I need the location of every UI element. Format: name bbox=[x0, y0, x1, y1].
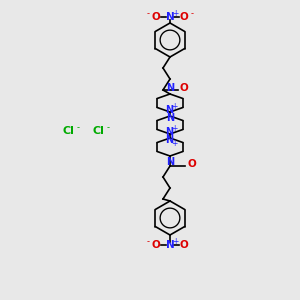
Text: N: N bbox=[166, 240, 174, 250]
Text: N: N bbox=[166, 113, 174, 123]
Text: +: + bbox=[172, 236, 178, 245]
Text: -: - bbox=[146, 238, 149, 247]
Text: O: O bbox=[180, 240, 188, 250]
Text: +: + bbox=[171, 102, 177, 111]
Text: O: O bbox=[180, 83, 189, 93]
Text: N: N bbox=[166, 83, 174, 93]
Text: O: O bbox=[180, 12, 188, 22]
Text: +: + bbox=[171, 124, 177, 133]
Text: N: N bbox=[166, 12, 174, 22]
Text: N: N bbox=[165, 105, 173, 115]
Text: N: N bbox=[166, 157, 174, 167]
Text: +: + bbox=[172, 8, 178, 17]
Text: O: O bbox=[152, 12, 160, 22]
Text: N: N bbox=[165, 135, 173, 145]
Text: O: O bbox=[152, 240, 160, 250]
Text: -: - bbox=[106, 124, 110, 133]
Text: +: + bbox=[171, 139, 177, 148]
Text: -: - bbox=[76, 124, 80, 133]
Text: O: O bbox=[187, 159, 196, 169]
Text: -: - bbox=[146, 10, 149, 19]
Text: -: - bbox=[190, 10, 194, 19]
Text: Cl: Cl bbox=[92, 126, 104, 136]
Text: N: N bbox=[165, 127, 173, 137]
Text: Cl: Cl bbox=[62, 126, 74, 136]
